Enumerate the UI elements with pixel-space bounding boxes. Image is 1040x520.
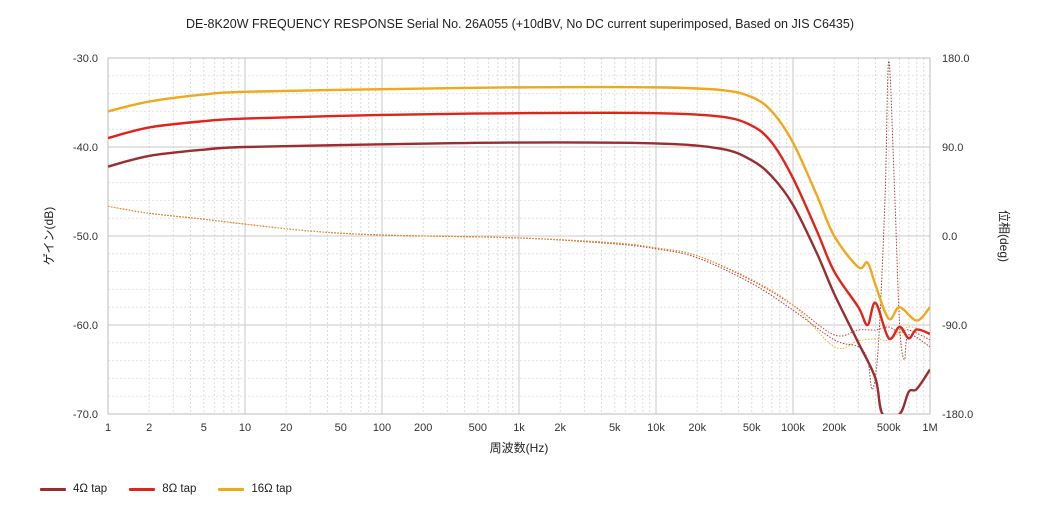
x-axis-label: 周波数(Hz)	[490, 440, 549, 455]
y2-tick-label: 0.0	[942, 231, 957, 243]
x-tick-label: 1k	[513, 422, 525, 434]
chart-legend: 4Ω tap 8Ω tap 16Ω tap	[40, 483, 292, 495]
y-axis-label: ゲイン(dB)	[42, 207, 56, 265]
x-tick-label: 5k	[609, 422, 621, 434]
x-tick-label: 20k	[688, 422, 706, 434]
legend-item-1: 4Ω tap	[40, 483, 107, 495]
x-tick-label: 10	[239, 422, 251, 434]
legend-swatch	[218, 487, 245, 491]
x-tick-label: 2k	[554, 422, 566, 434]
gain-line-series-3	[108, 85, 930, 322]
x-tick-label: 1M	[922, 422, 937, 434]
y2-tick-label: 180.0	[942, 53, 970, 65]
x-tick-label: 500k	[877, 422, 901, 434]
x-tick-label: 200k	[822, 422, 846, 434]
grid	[107, 57, 931, 415]
legend-swatch	[129, 487, 156, 491]
gain-line-series-2	[108, 111, 930, 341]
legend-label: 16Ω tap	[251, 483, 292, 495]
y-tick-label: -40.0	[73, 142, 98, 154]
y-tick-label: -30.0	[73, 53, 98, 65]
legend-item-3: 16Ω tap	[218, 483, 292, 495]
x-tick-label: 50	[335, 422, 347, 434]
y2-tick-label: -90.0	[942, 320, 967, 332]
axes: -30.0 -40.0 -50.0 -60.0 -70.0 180.0 90.0 0.0 -90…	[42, 53, 1012, 455]
legend-label: 8Ω tap	[162, 483, 197, 495]
legend-label: 4Ω tap	[73, 483, 108, 495]
y2-tick-label: 90.0	[942, 142, 963, 154]
gain-line-series-1	[108, 141, 930, 414]
x-tick-label: 100k	[781, 422, 805, 434]
x-tick-label: 50k	[743, 422, 761, 434]
x-tick-label: 20	[280, 422, 292, 434]
x-tick-label: 10k	[647, 422, 665, 434]
chart-title: DE-8K20W FREQUENCY RESPONSE Serial No. 2…	[185, 17, 854, 31]
x-tick-label: 1	[105, 422, 111, 434]
plot-series	[108, 60, 930, 414]
y2-axis-label: 位相(deg)	[997, 210, 1012, 262]
plot-frame	[107, 57, 931, 415]
phase-line-series-3	[108, 205, 930, 350]
y2-tick-label: -180.0	[942, 409, 973, 421]
y-tick-label: -60.0	[73, 320, 98, 332]
y-tick-label: -50.0	[73, 231, 98, 243]
y-tick-label: -70.0	[73, 409, 98, 421]
x-tick-label: 2	[146, 422, 152, 434]
x-tick-label: 200	[414, 422, 432, 434]
x-tick-label: 100	[373, 422, 391, 434]
x-tick-label: 5	[201, 422, 207, 434]
legend-item-2: 8Ω tap	[129, 483, 196, 495]
x-tick-label: 500	[469, 422, 487, 434]
legend-swatch	[40, 487, 66, 491]
